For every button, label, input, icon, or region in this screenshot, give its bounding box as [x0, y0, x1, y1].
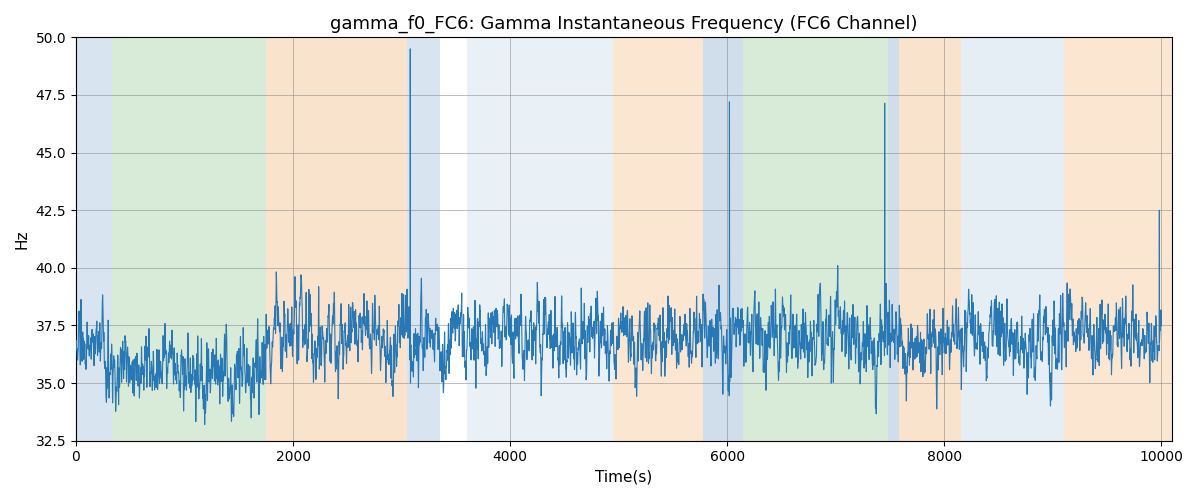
Bar [744, 38, 888, 440]
Bar [76, 38, 112, 440]
Y-axis label: Hz: Hz [14, 230, 30, 249]
Bar [960, 38, 1063, 440]
Bar [266, 38, 407, 440]
Bar [613, 38, 703, 440]
Bar [888, 38, 899, 440]
Bar [407, 38, 439, 440]
Bar [1063, 38, 1183, 440]
Bar [112, 38, 266, 440]
Title: gamma_f0_FC6: Gamma Instantaneous Frequency (FC6 Channel): gamma_f0_FC6: Gamma Instantaneous Freque… [330, 15, 918, 34]
Bar [467, 38, 613, 440]
X-axis label: Time(s): Time(s) [595, 470, 653, 485]
Bar [703, 38, 744, 440]
Bar [899, 38, 960, 440]
